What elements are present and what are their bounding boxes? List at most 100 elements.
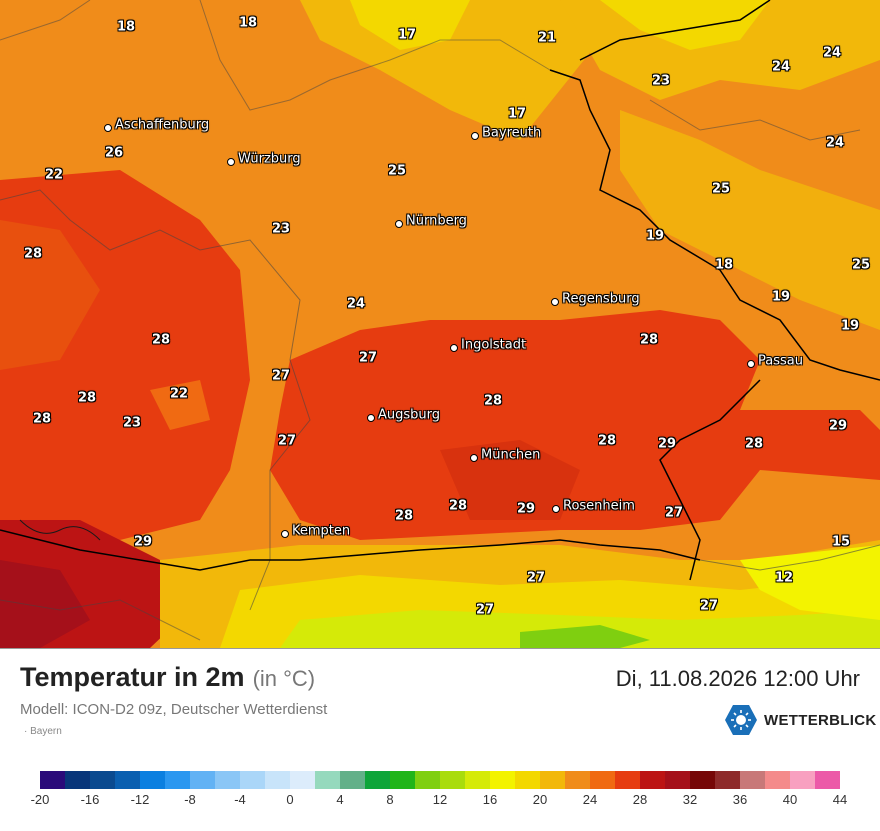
temperature-value: 28 — [639, 332, 659, 348]
temperature-value: 28 — [32, 411, 52, 427]
color-scale-swatch — [365, 771, 390, 789]
temperature-value: 27 — [277, 433, 297, 449]
city-marker-icon[interactable] — [227, 158, 235, 166]
color-scale-swatch — [490, 771, 515, 789]
temperature-value: 19 — [840, 318, 860, 334]
color-scale-tick: 12 — [432, 792, 448, 807]
color-scale-swatch — [615, 771, 640, 789]
temperature-value: 24 — [771, 59, 791, 75]
color-scale-tick: -20 — [30, 792, 50, 807]
city-marker-icon[interactable] — [367, 414, 375, 422]
color-scale-swatch — [240, 771, 265, 789]
color-scale-tick: -16 — [80, 792, 100, 807]
city-label[interactable]: Bayreuth — [482, 125, 542, 141]
color-scale-tick: 0 — [286, 792, 294, 807]
temperature-value: 21 — [537, 30, 557, 46]
temperature-value: 29 — [657, 436, 677, 452]
temperature-value: 19 — [645, 228, 665, 244]
temperature-value: 25 — [711, 181, 731, 197]
color-scale-swatch — [265, 771, 290, 789]
temperature-value: 29 — [828, 418, 848, 434]
color-scale-swatch — [415, 771, 440, 789]
temperature-value: 27 — [475, 602, 495, 618]
temperature-value: 29 — [516, 501, 536, 517]
city-marker-icon[interactable] — [471, 132, 479, 140]
color-scale-swatch — [315, 771, 340, 789]
color-scale-tick: 4 — [336, 792, 344, 807]
city-label[interactable]: Rosenheim — [563, 498, 635, 514]
color-scale-swatch — [115, 771, 140, 789]
temperature-value: 18 — [714, 257, 734, 273]
color-scale-tick: -4 — [234, 792, 246, 807]
temperature-value: 12 — [774, 570, 794, 586]
city-label[interactable]: Würzburg — [238, 151, 301, 167]
brand-logo[interactable]: WETTERBLICK — [724, 704, 876, 736]
temperature-value: 25 — [387, 163, 407, 179]
temperature-value: 15 — [831, 534, 851, 550]
temperature-value: 27 — [358, 350, 378, 366]
color-scale-swatch — [540, 771, 565, 789]
temperature-value: 19 — [771, 289, 791, 305]
map-footer — [0, 648, 880, 831]
temperature-value: 24 — [822, 45, 842, 61]
city-label[interactable]: Augsburg — [378, 407, 441, 423]
city-marker-icon[interactable] — [470, 454, 478, 462]
city-label[interactable]: München — [481, 447, 541, 463]
temperature-value: 28 — [483, 393, 503, 409]
city-marker-icon[interactable] — [552, 505, 560, 513]
temperature-value: 28 — [394, 508, 414, 524]
temperature-value: 28 — [23, 246, 43, 262]
temperature-value: 28 — [151, 332, 171, 348]
city-label[interactable]: Regensburg — [562, 291, 640, 307]
city-marker-icon[interactable] — [104, 124, 112, 132]
temperature-value: 28 — [744, 436, 764, 452]
city-label[interactable]: Ingolstadt — [461, 337, 527, 353]
temperature-value: 17 — [507, 106, 527, 122]
temperature-value: 26 — [104, 145, 124, 161]
city-label[interactable]: Nürnberg — [406, 213, 467, 229]
forecast-datetime: Di, 11.08.2026 12:00 Uhr — [615, 666, 860, 691]
color-scale-tick: 8 — [386, 792, 394, 807]
color-scale-tick: 28 — [632, 792, 648, 807]
city-marker-icon[interactable] — [551, 298, 559, 306]
wetterblick-logo-icon — [725, 705, 757, 735]
color-scale-swatch — [140, 771, 165, 789]
color-scale-swatch — [515, 771, 540, 789]
color-scale-tick: 36 — [732, 792, 748, 807]
city-marker-icon[interactable] — [281, 530, 289, 538]
region-name: Bayern — [30, 726, 62, 737]
color-scale-swatch — [790, 771, 815, 789]
temperature-value: 28 — [597, 433, 617, 449]
bullet-icon: · — [24, 726, 31, 737]
color-scale-swatch — [565, 771, 590, 789]
color-scale-swatch — [815, 771, 840, 789]
temperature-value: 25 — [851, 257, 871, 273]
color-scale-tick: 20 — [532, 792, 548, 807]
color-scale-ticks: -20 -16 -12 -8 -4 0 4 8 12 16 20 24 28 32 36 40 44 — [0, 792, 880, 808]
temperature-value: 22 — [44, 167, 64, 183]
temperature-map[interactable]: 18 18 17 21 24 24 23 17 26 24 22 25 25 23 19 28 18 25 24 19… — [0, 0, 880, 648]
temperature-value: 24 — [825, 135, 845, 151]
temperature-value: 29 — [133, 534, 153, 550]
color-scale-tick: -8 — [184, 792, 196, 807]
temperature-value: 22 — [169, 386, 189, 402]
temperature-value: 27 — [664, 505, 684, 521]
color-scale-tick: 24 — [582, 792, 598, 807]
city-label[interactable]: Kempten — [292, 523, 351, 539]
color-scale-swatch — [340, 771, 365, 789]
city-marker-icon[interactable] — [450, 344, 458, 352]
color-scale-tick: 16 — [482, 792, 498, 807]
region-label: · Bayern — [24, 726, 62, 737]
color-scale-tick: 40 — [782, 792, 798, 807]
city-label[interactable]: Aschaffenburg — [115, 117, 210, 133]
color-scale-swatch — [590, 771, 615, 789]
city-marker-icon[interactable] — [747, 360, 755, 368]
temperature-value: 24 — [346, 296, 366, 312]
city-label[interactable]: Passau — [758, 353, 803, 369]
temperature-value: 23 — [271, 221, 291, 237]
color-scale-swatch — [390, 771, 415, 789]
color-scale-swatch — [165, 771, 190, 789]
city-marker-icon[interactable] — [395, 220, 403, 228]
color-scale-swatch — [440, 771, 465, 789]
temperature-value: 18 — [238, 15, 258, 31]
